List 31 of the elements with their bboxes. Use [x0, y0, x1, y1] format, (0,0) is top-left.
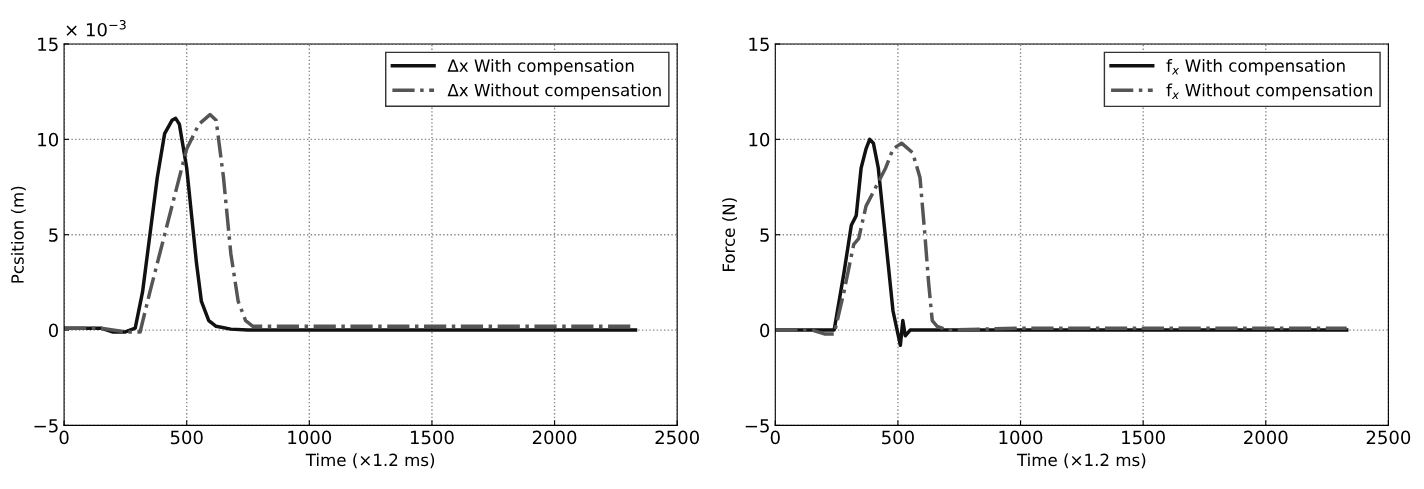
x-axis-title: Time (×1.2 ms) [305, 453, 435, 469]
x-axis-title: Time (×1.2 ms) [1016, 453, 1146, 469]
x-tick-label: 2500 [655, 430, 699, 445]
y-tick-label: −5 [745, 419, 769, 433]
x-tick-label: 1000 [288, 430, 332, 445]
x-tick-label: 500 [882, 430, 914, 445]
x-tick-label: 1000 [999, 430, 1043, 445]
y-tick-label: 10 [749, 132, 770, 147]
x-tick-label: 0 [59, 430, 69, 445]
x-tick-label: 2000 [1244, 430, 1288, 445]
x-tick-label: 0 [770, 430, 780, 445]
y-axis-title: Pcsition (m) [10, 186, 26, 283]
y-axis-title: Force (N) [722, 198, 737, 272]
x-tick-label: 1500 [410, 430, 454, 445]
x-tick-label: 500 [170, 430, 203, 445]
legend-label: f$_{x}$ With compensation [1166, 59, 1345, 76]
legend-label: f$_{x}$ Without compensation [1166, 83, 1372, 100]
legend-label: Δx With compensation [447, 59, 634, 76]
y-tick-label: 10 [38, 132, 59, 147]
legend-label: Δx Without compensation [447, 83, 661, 100]
x-tick-label: 2500 [1366, 430, 1411, 445]
y-tick-label: 5 [49, 228, 58, 242]
x-tick-label: 1500 [1122, 430, 1165, 445]
y-tick-label: 5 [760, 228, 769, 242]
x-tick-label: 2000 [532, 430, 577, 445]
y-tick-label: 15 [38, 37, 58, 52]
y-tick-label: 0 [760, 323, 770, 338]
y-tick-label: 0 [48, 323, 59, 338]
text: × 10$^{−3}$ [66, 20, 126, 37]
y-tick-label: 15 [749, 37, 769, 52]
y-tick-label: −5 [34, 419, 58, 433]
